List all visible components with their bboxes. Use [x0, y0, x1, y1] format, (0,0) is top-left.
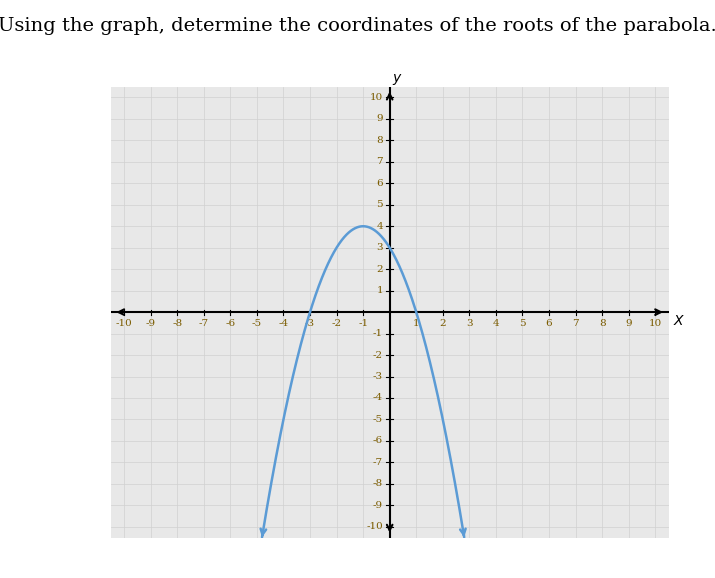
Text: -7: -7 — [373, 458, 383, 467]
Text: 8: 8 — [376, 136, 383, 145]
Text: -2: -2 — [373, 351, 383, 360]
Text: 7: 7 — [376, 157, 383, 166]
Text: Using the graph, determine the coordinates of the roots of the parabola.: Using the graph, determine the coordinat… — [0, 17, 715, 35]
Text: -2: -2 — [332, 318, 342, 328]
Text: 4: 4 — [493, 318, 499, 328]
Text: -7: -7 — [199, 318, 209, 328]
Text: 7: 7 — [572, 318, 579, 328]
Text: 10: 10 — [370, 93, 383, 102]
Text: -10: -10 — [366, 523, 383, 531]
Text: 3: 3 — [466, 318, 473, 328]
Text: 3: 3 — [376, 243, 383, 252]
Text: 6: 6 — [376, 179, 383, 188]
Text: -4: -4 — [278, 318, 289, 328]
Text: 2: 2 — [440, 318, 446, 328]
Text: X: X — [674, 314, 684, 328]
Text: -5: -5 — [373, 415, 383, 424]
Text: 9: 9 — [376, 114, 383, 123]
Text: 5: 5 — [376, 201, 383, 209]
Text: -6: -6 — [225, 318, 235, 328]
Text: -10: -10 — [116, 318, 132, 328]
Text: 2: 2 — [376, 265, 383, 273]
Text: -1: -1 — [373, 329, 383, 338]
Text: -3: -3 — [373, 372, 383, 381]
Text: 6: 6 — [546, 318, 552, 328]
Text: -9: -9 — [373, 501, 383, 510]
Text: 8: 8 — [599, 318, 606, 328]
Text: -4: -4 — [373, 394, 383, 402]
Text: -8: -8 — [172, 318, 182, 328]
Text: -8: -8 — [373, 479, 383, 488]
Text: 1: 1 — [376, 286, 383, 295]
Text: 5: 5 — [519, 318, 526, 328]
Text: -1: -1 — [358, 318, 368, 328]
Text: -3: -3 — [305, 318, 315, 328]
Text: -6: -6 — [373, 436, 383, 446]
Text: 1: 1 — [413, 318, 420, 328]
Text: -9: -9 — [146, 318, 156, 328]
Text: -5: -5 — [252, 318, 262, 328]
Text: 4: 4 — [376, 222, 383, 231]
Text: 10: 10 — [649, 318, 662, 328]
Text: y: y — [393, 71, 400, 84]
Text: 9: 9 — [626, 318, 632, 328]
